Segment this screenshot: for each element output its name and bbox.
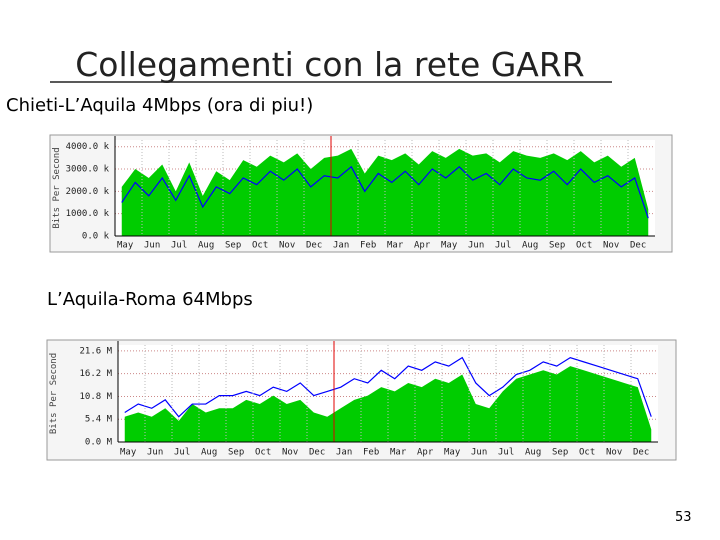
slide-title: Collegamenti con la rete GARR [75,45,585,84]
x-tick-label: Mar [387,241,404,251]
x-tick-label: Jul [495,241,511,251]
y-tick-label: 1000.0 k [66,209,110,219]
out-traffic-line [124,356,652,418]
x-tick-label: May [441,241,458,251]
y-tick-label: 0.0 k [82,232,110,242]
x-tick-label: Apr [417,448,434,458]
x-tick-label: Apr [414,241,431,251]
x-tick-label: Sep [225,241,241,251]
chart-title: Chieti-L’Aquila 4Mbps (ora di piu!) [6,95,313,116]
in-traffic-area [124,366,652,442]
x-tick-label: Dec [633,448,649,458]
y-tick-label: 10.8 M [79,392,112,402]
y-tick-label: 5.4 M [85,415,113,425]
x-tick-label: Nov [603,241,619,251]
x-tick-label: Nov [606,448,622,458]
x-tick-label: Jun [147,448,163,458]
x-tick-label: Feb [360,241,376,251]
x-tick-label: Jun [144,241,160,251]
x-tick-label: Oct [576,241,592,251]
y-tick-label: 2000.0 k [66,187,110,197]
x-tick-label: Feb [363,448,379,458]
out-traffic-line [121,165,649,219]
x-tick-label: Jun [471,448,487,458]
x-tick-label: Oct [579,448,595,458]
x-tick-label: Nov [282,448,298,458]
x-tick-label: Nov [279,241,295,251]
x-tick-label: Sep [552,448,568,458]
x-tick-label: Sep [549,241,565,251]
x-tick-label: Aug [525,448,541,458]
y-tick-label: 3000.0 k [66,165,110,175]
y-tick-label: 21.6 M [79,346,112,356]
x-tick-label: Jul [174,448,190,458]
x-tick-label: May [444,448,461,458]
x-tick-label: Mar [390,448,407,458]
x-tick-label: Dec [630,241,646,251]
x-tick-label: Jan [336,448,352,458]
x-tick-label: Aug [522,241,538,251]
x-tick-label: Dec [309,448,325,458]
x-tick-label: May [120,448,137,458]
x-tick-label: Jan [333,241,349,251]
x-tick-label: Jul [171,241,187,251]
x-tick-label: Sep [228,448,244,458]
x-tick-label: May [117,241,134,251]
y-tick-label: 4000.0 k [66,142,110,152]
page-number: 53 [675,510,692,525]
y-tick-label: 0.0 M [85,438,113,448]
y-axis-label: Bits Per Second [52,147,62,228]
x-tick-label: Oct [252,241,268,251]
x-tick-label: Jul [498,448,514,458]
x-tick-label: Aug [201,448,217,458]
x-tick-label: Dec [306,241,322,251]
y-axis-label: Bits Per Second [49,353,59,434]
x-tick-label: Oct [255,448,271,458]
chart-title: L’Aquila-Roma 64Mbps [47,289,253,310]
x-tick-label: Aug [198,241,214,251]
y-tick-label: 16.2 M [79,369,112,379]
x-tick-label: Jun [468,241,484,251]
